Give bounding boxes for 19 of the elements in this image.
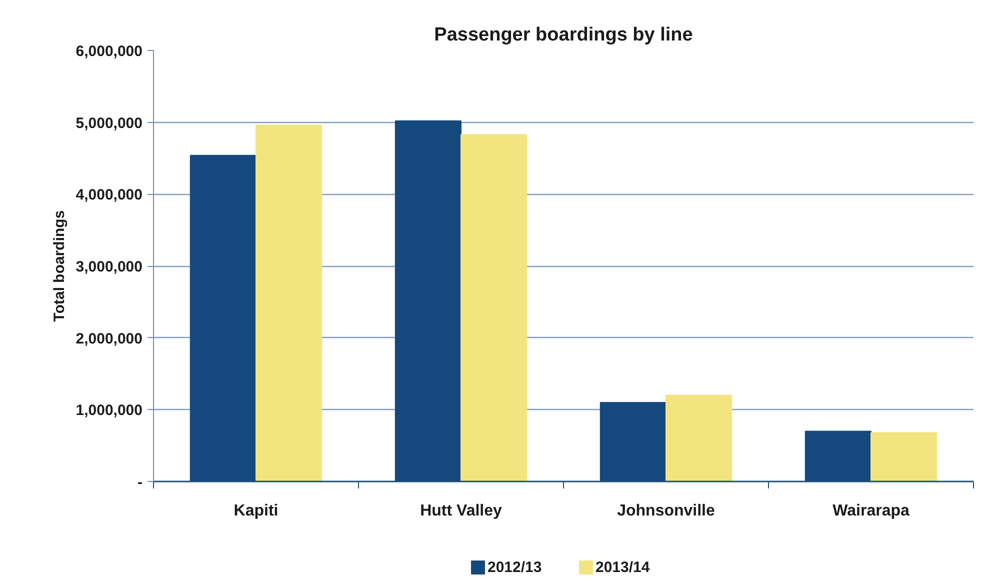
y-tick-label: 6,000,000 — [76, 43, 143, 60]
bar — [870, 432, 938, 482]
x-tick-label: Hutt Valley — [420, 502, 502, 520]
chart-title: Passenger boardings by line — [434, 24, 693, 46]
y-tick-label: 5,000,000 — [76, 114, 143, 132]
legend-label: 2012/13 — [488, 559, 542, 576]
legend-label: 2013/14 — [596, 559, 650, 576]
x-tick-label: Kapiti — [234, 502, 278, 520]
x-tick-label: Johnsonville — [617, 502, 715, 520]
y-tick-label: - — [138, 474, 143, 491]
y-axis-title: Total boardings — [50, 210, 68, 322]
bar — [666, 394, 732, 482]
y-tick-label: 3,000,000 — [76, 258, 143, 276]
y-tick-label: 1,000,000 — [76, 402, 143, 420]
x-tick-label: Wairarapa — [832, 502, 910, 520]
y-tick-label: 4,000,000 — [76, 186, 143, 204]
y-tick-label: 2,000,000 — [76, 330, 143, 348]
bar — [460, 134, 528, 482]
bar — [256, 124, 322, 482]
